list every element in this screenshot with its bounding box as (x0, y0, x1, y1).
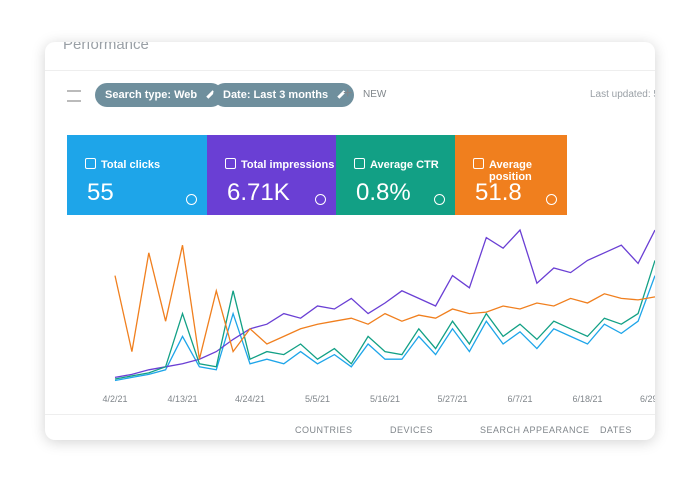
series-line (114, 260, 655, 380)
metric-label: Total clicks (101, 159, 161, 171)
filter-icon[interactable] (67, 90, 81, 102)
new-button[interactable]: NEW (363, 89, 387, 100)
metric-card[interactable]: Average CTR 0.8% (336, 135, 455, 215)
toolbar: Search type: Web Date: Last 3 months + N… (45, 70, 655, 117)
tab[interactable]: DATES (600, 425, 632, 435)
series-line (114, 275, 655, 382)
last-updated: Last updated: 5 h (590, 89, 655, 100)
chip-label: Search type: Web (105, 89, 198, 101)
help-icon[interactable] (315, 194, 326, 205)
checkbox (85, 158, 96, 169)
metric-card[interactable]: Average position 51.8 (455, 135, 567, 215)
chart: 4/2/21 4/13/21 4/24/21 5/5/21 5/16/21 5/27/21… (102, 228, 655, 404)
x-tick-label: 4/2/21 (102, 394, 127, 404)
series-line (114, 228, 655, 379)
metric-label: Total impressions (241, 159, 335, 171)
help-icon[interactable] (186, 194, 197, 205)
page-title: Performance (63, 42, 149, 53)
x-tick-label: 5/5/21 (305, 394, 330, 404)
x-tick-label: 4/24/21 (235, 394, 265, 404)
chip-label: Date: Last 3 months (223, 89, 329, 101)
metric-label: Average CTR (370, 159, 439, 171)
metric-card[interactable]: Total clicks 55 (67, 135, 207, 215)
performance-panel: Performance Search type: Web Date: Last … (45, 42, 655, 440)
metric-label: Average position (489, 159, 533, 183)
metric-value: 55 (87, 179, 114, 206)
x-tick-label: 6/29/21 (640, 394, 655, 404)
help-icon[interactable] (434, 194, 445, 205)
filter-chip[interactable]: Search type: Web (95, 83, 224, 107)
tabs: COUNTRIES DEVICES SEARCH APPEARANCE DATES (45, 414, 655, 440)
checkbox (354, 158, 365, 169)
plus-icon: + (343, 85, 353, 102)
x-tick-label: 5/16/21 (370, 394, 400, 404)
x-tick-label: 6/18/21 (572, 394, 602, 404)
tab[interactable]: SEARCH APPEARANCE (480, 425, 590, 435)
x-tick-label: 6/7/21 (507, 394, 532, 404)
metric-value: 6.71K (227, 179, 290, 206)
metric-value: 0.8% (356, 179, 411, 206)
tab[interactable]: DEVICES (390, 425, 434, 435)
x-tick-label: 4/13/21 (167, 394, 197, 404)
filter-chip[interactable]: Date: Last 3 months (213, 83, 355, 107)
metric-cards: Total clicks 55 Total impressions 6.71K Aver… (67, 135, 567, 215)
metric-card[interactable]: Total impressions 6.71K (207, 135, 336, 215)
metric-value: 51.8 (475, 179, 522, 206)
checkbox (225, 158, 236, 169)
x-tick-label: 5/27/21 (437, 394, 467, 404)
help-icon[interactable] (546, 194, 557, 205)
series-line (114, 245, 655, 360)
checkbox (473, 158, 484, 169)
tab[interactable]: COUNTRIES (295, 425, 353, 435)
